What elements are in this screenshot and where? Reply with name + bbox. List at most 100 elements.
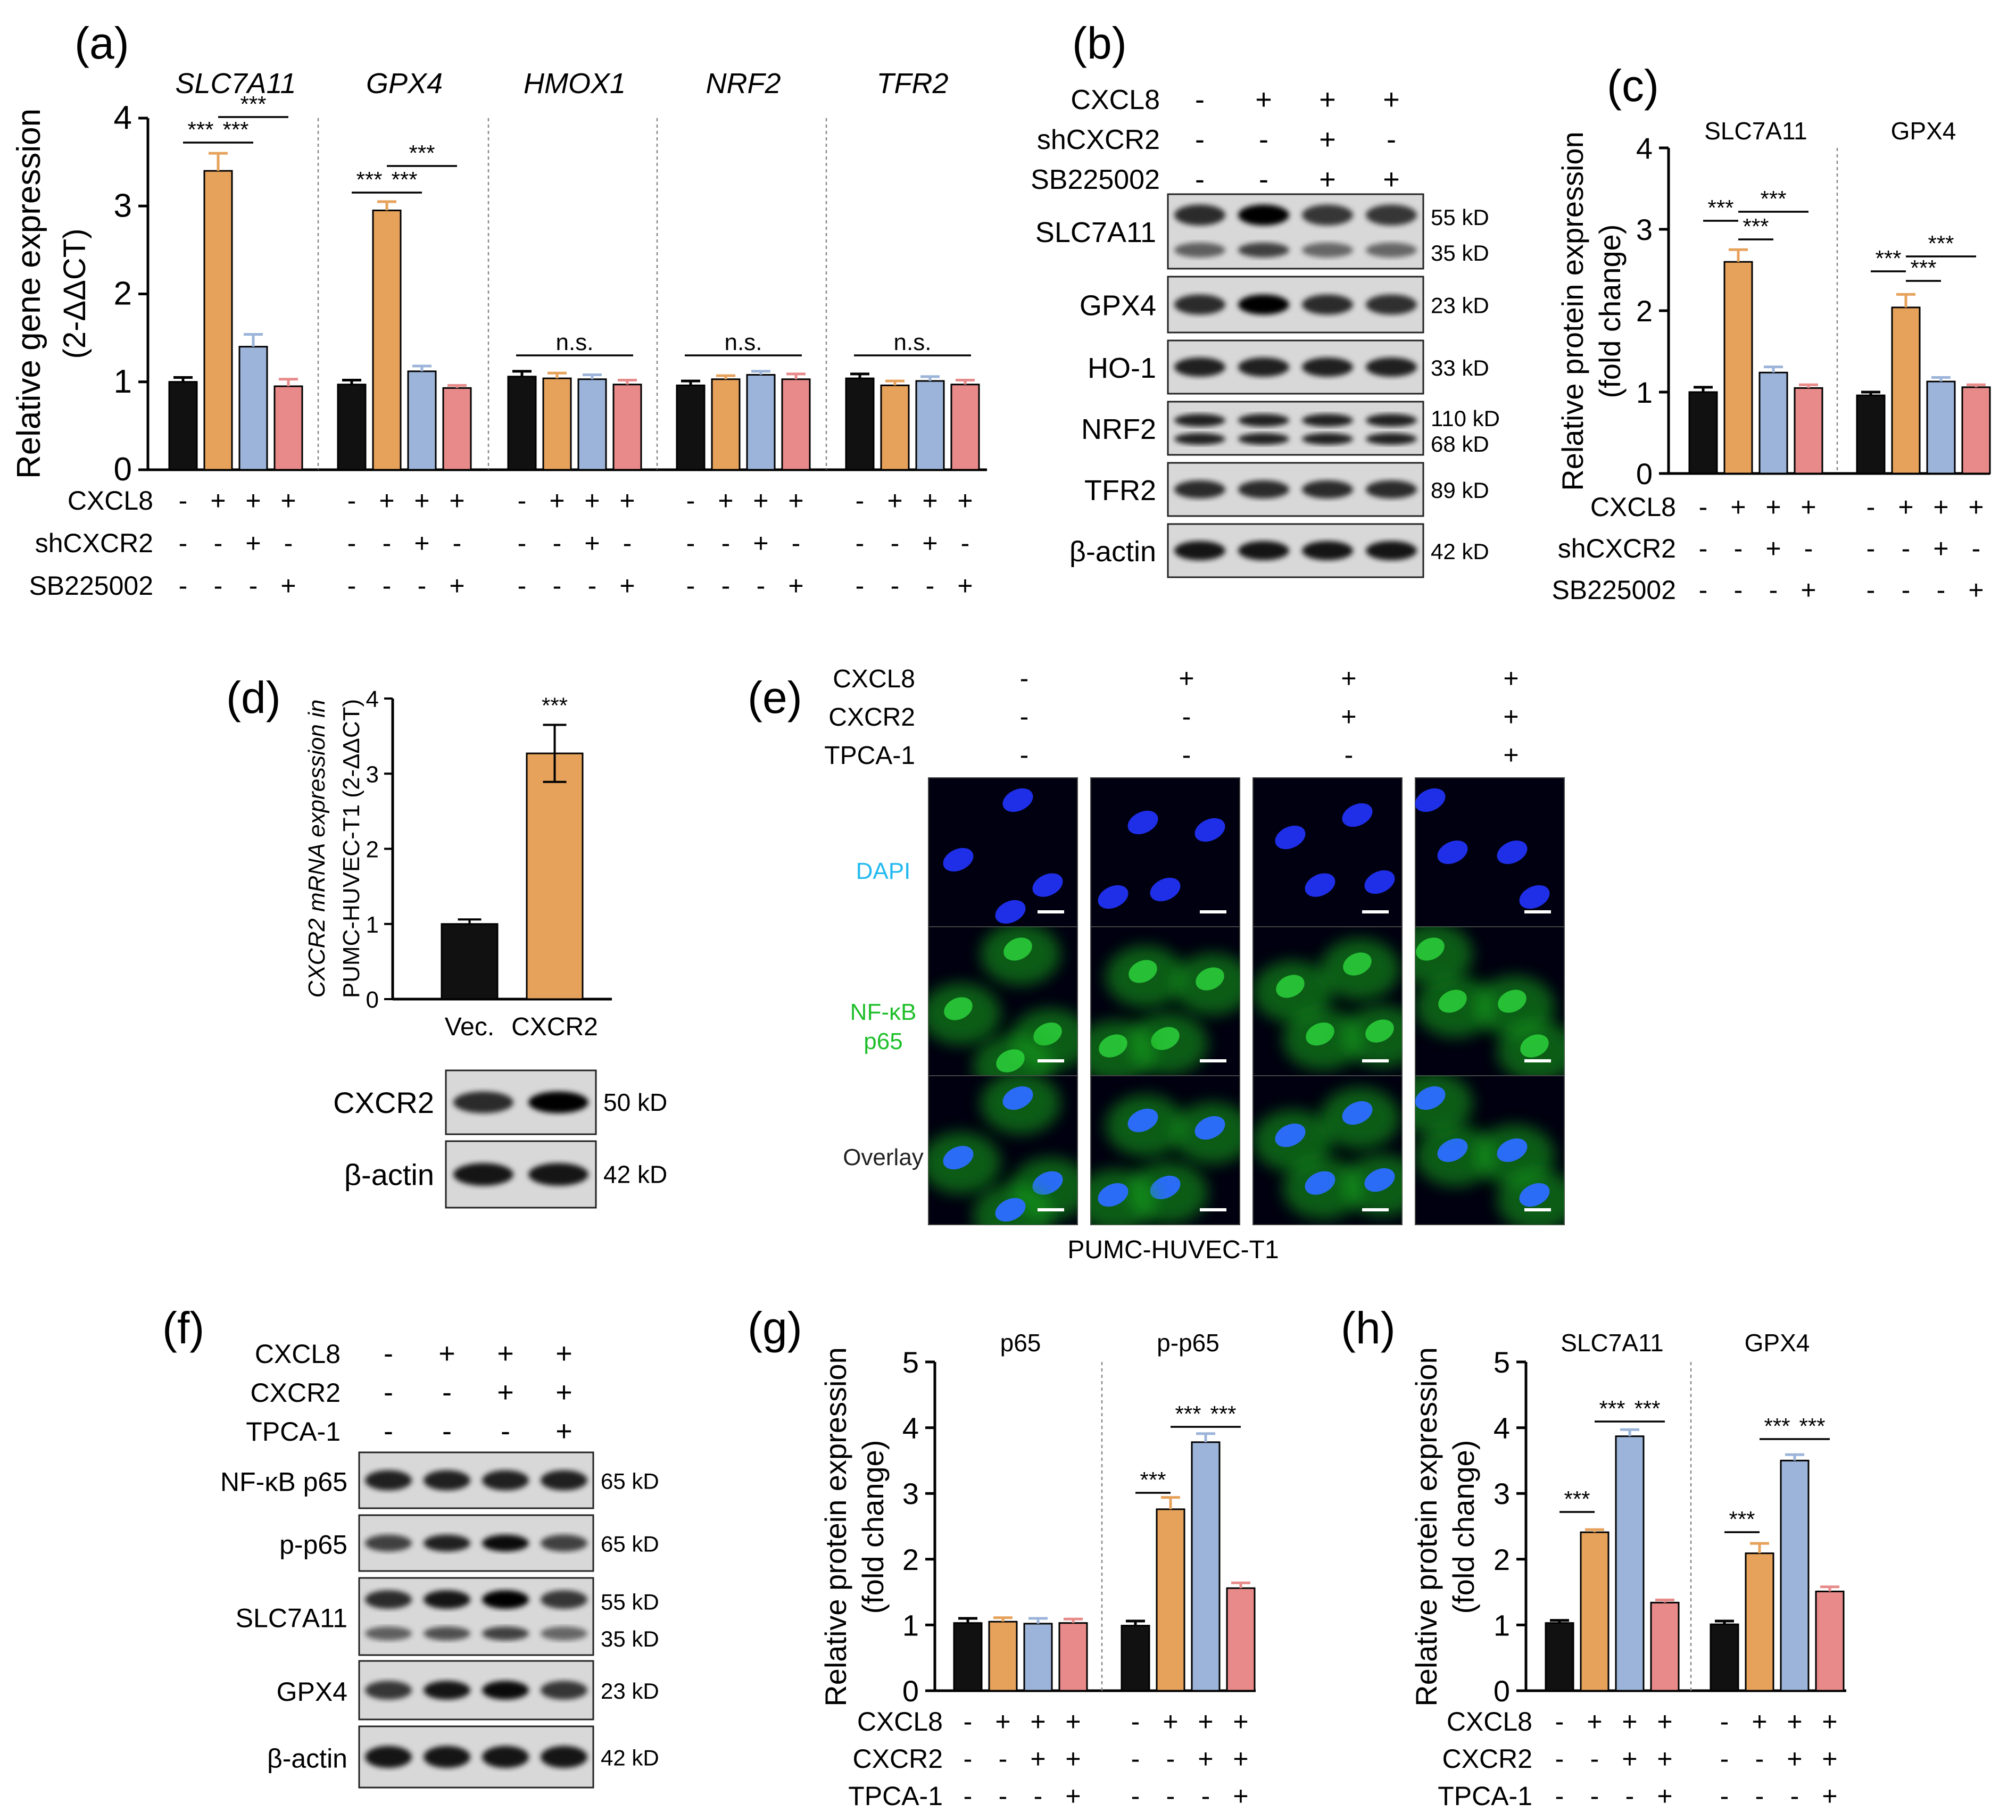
blot-size: 42 kD xyxy=(603,1161,667,1189)
condition-sign: - xyxy=(964,1707,973,1736)
blot-size: 33 kD xyxy=(1431,355,1489,380)
panel-label-g: (g) xyxy=(748,1303,802,1353)
blot-sign: - xyxy=(1195,123,1205,155)
bar-SLC7A11-1 xyxy=(1580,1531,1610,1692)
micro-content xyxy=(1253,938,1402,1070)
condition-name-SB225002: SB225002 xyxy=(29,571,153,601)
micro-content xyxy=(928,927,1077,1076)
immunofluorescence-panel: CXCL8 - + + + CXCR2 - - + + TPCA-1 - - - + DAPI NF-κB p65… xyxy=(824,663,1565,1264)
bar-SLC7A11-3 xyxy=(273,385,303,471)
nucleus xyxy=(1002,1086,1033,1110)
condition-sign: + xyxy=(1968,492,1984,522)
band xyxy=(541,1626,587,1641)
condition-sign: + xyxy=(1822,1744,1837,1774)
micro-sign: - xyxy=(1182,702,1191,732)
condition-sign: - xyxy=(964,1781,973,1811)
significance-label: *** xyxy=(187,117,213,142)
condition-sign: + xyxy=(1657,1707,1672,1736)
micro-image xyxy=(928,926,1078,1076)
nuclear-signal xyxy=(1129,960,1157,983)
condition-sign: - xyxy=(249,571,258,601)
condition-name-CXCL8: CXCL8 xyxy=(1447,1707,1532,1736)
blot-f: NF-κB p65 65 kD p-p65 65 kD SLC7A11 55 kD 35 k… xyxy=(220,1337,659,1789)
condition-sign: - xyxy=(1902,534,1911,563)
blot-size: 55 kD xyxy=(1431,205,1489,230)
blot-sign: + xyxy=(1319,84,1336,115)
y-tick-label: 5 xyxy=(1494,1345,1510,1379)
y-tick-label: 4 xyxy=(114,99,132,136)
bar-TFR2-3 xyxy=(950,384,980,471)
condition-sign: + xyxy=(1198,1707,1213,1736)
panel-label-a: (a) xyxy=(74,18,129,68)
band xyxy=(1174,243,1225,257)
nucleus xyxy=(1305,1171,1335,1195)
band xyxy=(482,1470,529,1491)
micro-sign: - xyxy=(1020,663,1029,693)
significance-label: *** xyxy=(1729,1507,1755,1532)
condition-sign: + xyxy=(449,486,464,516)
significance-label: *** xyxy=(1875,246,1901,271)
group-title-p65: p65 xyxy=(1000,1329,1041,1357)
blot-label-β-actin: β-actin xyxy=(344,1158,434,1192)
condition-sign: - xyxy=(1734,534,1743,563)
condition-sign: - xyxy=(553,571,562,601)
significance-label: *** xyxy=(1743,214,1769,239)
condition-sign: + xyxy=(1233,1707,1248,1736)
western-blots: SLC7A11 55 kD 35 kD GPX4 23 kD HO-1 33 kD NRF2 1… xyxy=(220,84,1500,1789)
blot-strip-NRF2 xyxy=(1167,401,1424,456)
blot-sign: - xyxy=(1195,163,1205,195)
y-tick-label: 3 xyxy=(366,761,379,787)
condition-name-shCXCR2: shCXCR2 xyxy=(35,528,153,558)
condition-sign: - xyxy=(453,528,462,558)
condition-sign: - xyxy=(1555,1744,1564,1774)
y-axis-label-unit: (2-ΔΔCT) xyxy=(57,229,92,359)
condition-sign: - xyxy=(588,571,597,601)
micro-image xyxy=(1252,777,1403,927)
band xyxy=(1302,204,1353,226)
band xyxy=(482,1681,529,1700)
nucleus xyxy=(943,1145,974,1170)
significance-label: *** xyxy=(240,92,266,117)
micro-image xyxy=(1252,1075,1403,1225)
micro-image xyxy=(928,777,1078,927)
condition-sign: + xyxy=(1622,1707,1637,1736)
nucleus xyxy=(1127,1108,1158,1133)
condition-sign: - xyxy=(1131,1707,1140,1736)
significance-label: n.s. xyxy=(725,329,762,355)
condition-sign: + xyxy=(1787,1707,1802,1736)
micro-sign: + xyxy=(1503,663,1519,693)
band xyxy=(424,1470,470,1491)
band xyxy=(365,1626,412,1641)
bar-GPX4-0 xyxy=(1710,1623,1739,1692)
nuclear-signal xyxy=(944,997,973,1020)
panel-label-e: (e) xyxy=(748,672,802,722)
condition-sign: - xyxy=(999,1744,1008,1774)
blot-sign: - xyxy=(1259,123,1268,155)
blot-size: 42 kD xyxy=(601,1746,659,1771)
significance-label: *** xyxy=(409,140,435,165)
bar-GPX4-0 xyxy=(337,384,367,471)
condition-sign: + xyxy=(788,486,803,516)
micro-content xyxy=(1275,803,1395,897)
micro-condition-TPCA-1: TPCA-1 xyxy=(824,742,915,770)
condition-sign: - xyxy=(518,528,527,558)
nucleus xyxy=(1275,825,1306,850)
condition-sign: + xyxy=(1730,492,1746,522)
condition-sign: - xyxy=(757,571,766,601)
condition-sign: - xyxy=(686,571,695,601)
nuclear-signal xyxy=(1365,1019,1394,1043)
significance-label: *** xyxy=(1764,1414,1790,1439)
bar-HMOX1-0 xyxy=(507,376,537,471)
condition-sign: - xyxy=(961,528,970,558)
band xyxy=(424,1534,470,1552)
condition-name-CXCL8: CXCL8 xyxy=(857,1707,943,1736)
micro-sign: - xyxy=(1020,740,1029,770)
nucleus xyxy=(1519,885,1550,909)
bar-SLC7A11-1 xyxy=(203,170,233,471)
nuclear-signal xyxy=(1416,937,1445,961)
condition-name-CXCR2: CXCR2 xyxy=(853,1744,943,1774)
y-tick-label: 1 xyxy=(114,363,132,400)
blot-sign: - xyxy=(384,1337,393,1369)
blot-label-β-actin: β-actin xyxy=(1069,536,1156,568)
